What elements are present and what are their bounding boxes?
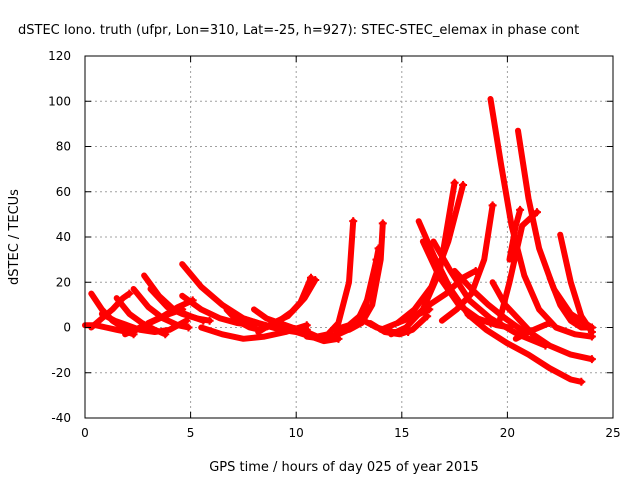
series-endpoint-marker: [378, 219, 387, 228]
series-trace-10: [145, 297, 196, 326]
series-trace-36: [487, 96, 595, 340]
series-endpoint-marker: [125, 289, 134, 298]
series-trace-41: [512, 320, 553, 342]
series-trace-38: [496, 209, 540, 326]
series-endpoint-marker: [587, 355, 596, 364]
series-trace-43: [557, 231, 595, 335]
x-tick-label: 0: [81, 426, 89, 440]
y-tick-label: 40: [56, 230, 71, 244]
y-tick-label: -20: [51, 366, 71, 380]
series-trace-34: [451, 267, 528, 335]
series-trace-28: [394, 182, 466, 326]
axis-ticks: 0 5 10 15 20 25 -40 -20 0 20 40 60 80 100 120: [48, 49, 621, 440]
series-trace-29: [409, 267, 479, 322]
series-trace-33: [438, 202, 496, 324]
series-trace-42: [546, 274, 595, 331]
x-tick-label: 20: [500, 426, 515, 440]
data-series: [82, 96, 596, 386]
x-tick-label: 25: [605, 426, 620, 440]
series-endpoint-marker: [311, 275, 320, 284]
series-trace-23: [346, 220, 386, 333]
series-endpoint-marker: [516, 205, 525, 214]
series-trace-14: [223, 306, 264, 333]
series-trace-5: [113, 295, 169, 338]
series-trace-20: [289, 218, 357, 340]
y-tick-label: 120: [48, 49, 71, 63]
series-trace-39: [506, 206, 524, 263]
y-axis-label: dSTEC / TECUs: [7, 189, 22, 285]
x-tick-label: 5: [187, 426, 195, 440]
series-trace-9: [147, 286, 213, 324]
series-trace-40: [515, 127, 595, 331]
x-tick-label: 10: [289, 426, 304, 440]
series-trace-35: [464, 310, 585, 385]
series-endpoint-marker: [205, 316, 214, 325]
y-tick-label: 80: [56, 140, 71, 154]
series-endpoint-marker: [450, 178, 459, 187]
series-endpoint-marker: [161, 330, 170, 339]
series-endpoint-marker: [577, 377, 586, 386]
series-endpoint-marker: [488, 201, 497, 210]
series-trace-18: [263, 277, 319, 331]
series-endpoint-marker: [545, 318, 554, 327]
series-trace-3: [88, 290, 133, 331]
series-endpoint-marker: [184, 323, 193, 332]
x-axis-label: GPS time / hours of day 025 of year 2015: [209, 460, 479, 475]
y-tick-label: -40: [51, 411, 71, 425]
chart-title: dSTEC Iono. truth (ufpr, Lon=310, Lat=-2…: [18, 23, 579, 38]
series-endpoint-marker: [349, 217, 358, 226]
series-endpoint-marker: [459, 180, 468, 189]
y-tick-label: 60: [56, 185, 71, 199]
y-tick-label: 20: [56, 275, 71, 289]
y-tick-label: 0: [63, 321, 71, 335]
x-tick-label: 15: [394, 426, 409, 440]
series-endpoint-marker: [587, 328, 596, 337]
y-tick-label: 100: [48, 94, 71, 108]
